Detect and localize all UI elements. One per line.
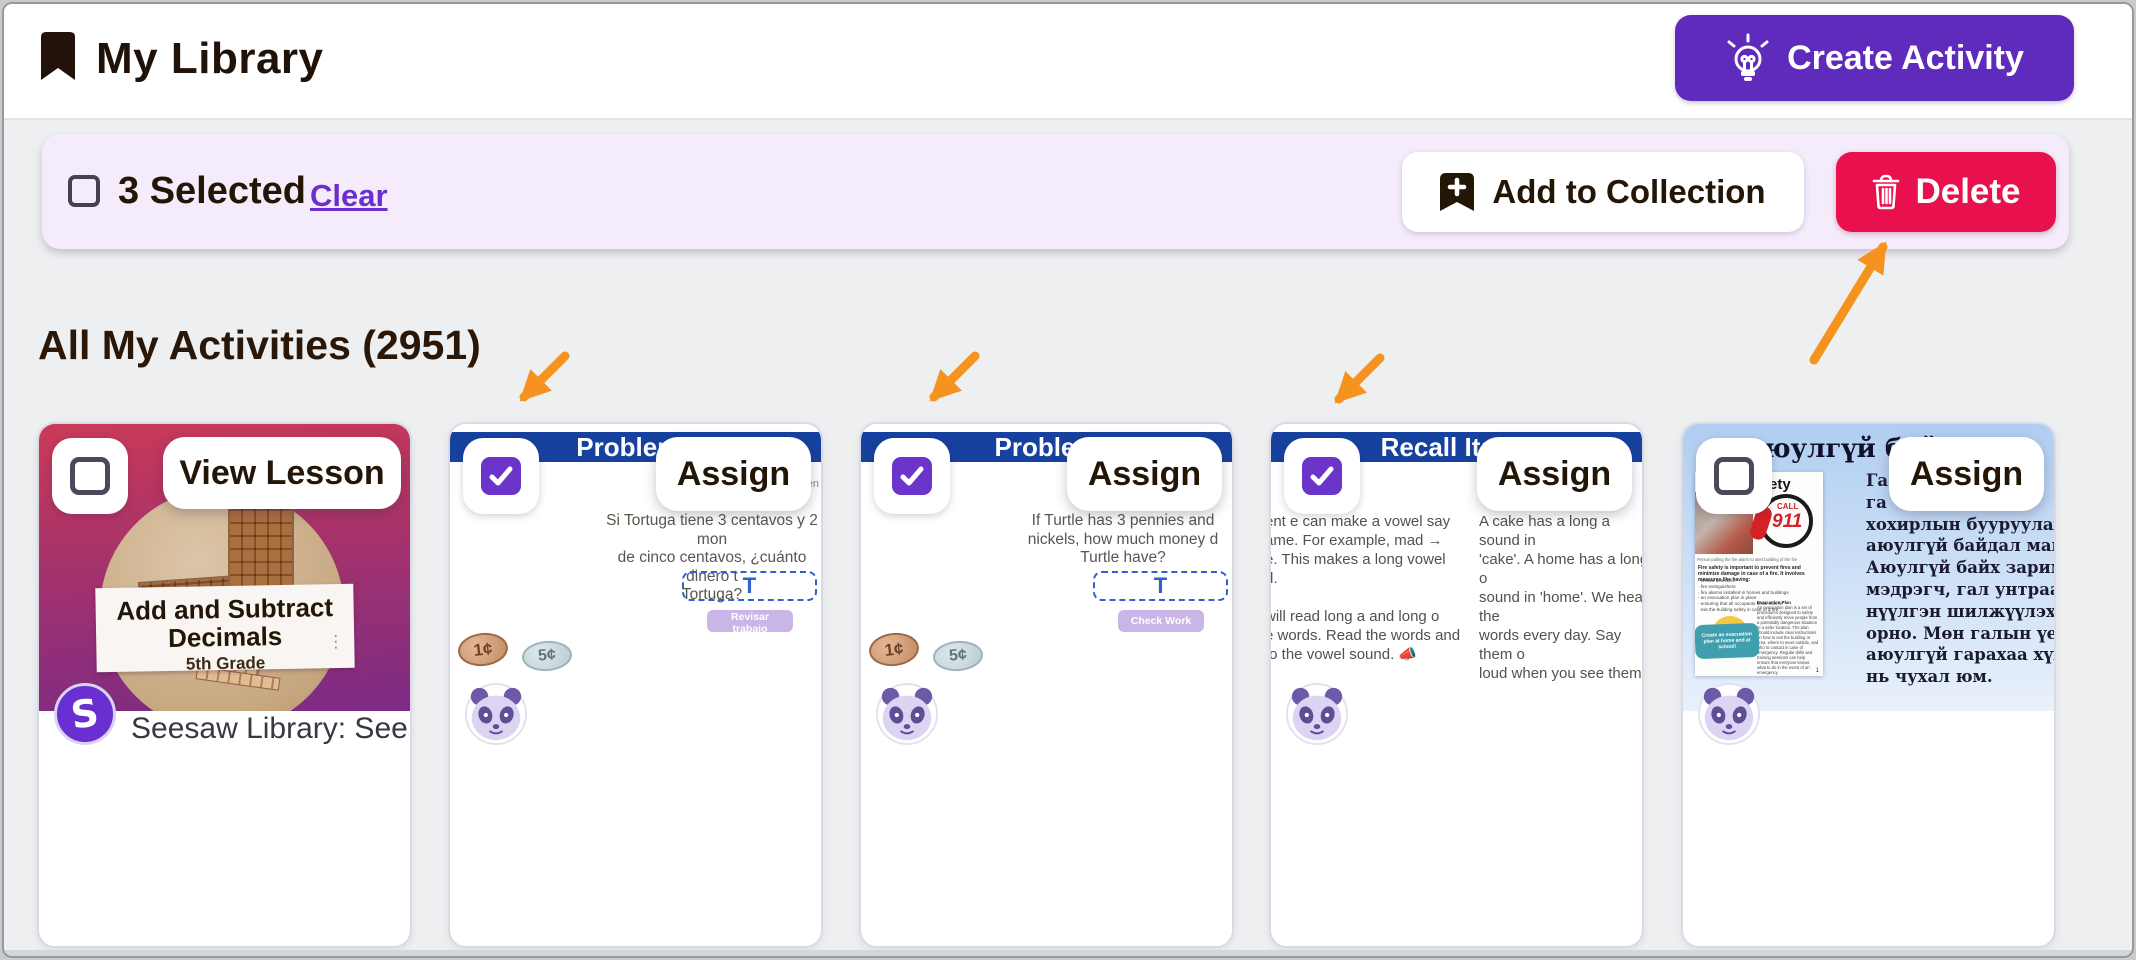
card-checkbox[interactable]: [874, 438, 950, 514]
add-to-collection-label: Add to Collection: [1492, 173, 1766, 210]
teacher-avatar-panda: [465, 683, 527, 745]
card-meta: Ms. Abby Contar dinero con monedas (Coun…: [450, 711, 821, 946]
poster-evacuation-plan: Evacuation Plan An evacuation plan is a …: [1757, 600, 1819, 675]
card-meta: Ms. Abby Counting Money with Coins Asses…: [861, 711, 1232, 946]
selection-bar: 3 Selected Clear Add to Collection: [42, 134, 2069, 249]
checkbox-unchecked: [70, 457, 110, 495]
slide-body-text: Га лэ га шгү хохирлын бууруулахын тулд г…: [1866, 471, 2054, 687]
teacher-avatar-panda: [876, 683, 938, 745]
penny-coin: 1¢: [456, 630, 510, 669]
card-checkbox[interactable]: [1284, 438, 1360, 514]
view-lesson-button[interactable]: View Lesson: [163, 437, 401, 509]
assign-button[interactable]: Assign: [1889, 437, 2044, 511]
evacuation-plan-text: An evacuation plan is a set of procedure…: [1757, 605, 1819, 675]
answer-box: T: [1093, 571, 1228, 601]
preview-banner: Add and Subtract Decimals 5th Grade ⋮: [95, 583, 355, 674]
call-number: 911: [1772, 511, 1803, 532]
bookmark-icon: [40, 30, 76, 82]
slide-question-text: Si Tortuga tiene 3 centavos y 2 mon de c…: [606, 512, 818, 603]
create-activity-button[interactable]: Create Activity: [1675, 15, 2074, 101]
activity-card[interactable]: аюулгүй байдлын Га лэ га шгү хохирлын бу…: [1681, 422, 2056, 948]
banner-title-line1: Add and Subtract: [116, 592, 334, 626]
lightbulb-icon: [1725, 32, 1771, 84]
callout-bubble: Create an evacuation plan at home and at…: [1695, 622, 1760, 660]
checkbox-checked: [892, 457, 932, 495]
arrow-to-card4-checkbox: [1334, 353, 1385, 404]
activity-card[interactable]: Recall It: VC ent e can make a vowel say…: [1269, 422, 1644, 948]
nickel-coin: 5¢: [521, 639, 573, 673]
checkbox-checked: [1302, 457, 1342, 495]
poster-title-fragment: ety: [1769, 476, 1791, 493]
teacher-avatar-panda: [1286, 683, 1348, 745]
penny-coin: 1¢: [867, 630, 921, 669]
penny-label: 1¢: [472, 638, 494, 660]
penny-label: 1¢: [883, 638, 905, 660]
checkbox-unchecked: [1714, 457, 1754, 495]
answer-box-label: T: [742, 573, 757, 598]
delete-button[interactable]: Delete: [1836, 152, 2056, 232]
card-checkbox[interactable]: [1696, 438, 1772, 514]
assign-button[interactable]: Assign: [656, 437, 811, 511]
nickel-label: 5¢: [948, 646, 968, 665]
poster-photo-caption: Person pulling the fire alarm to alert b…: [1697, 557, 1798, 562]
activity-card[interactable]: Add and Subtract Decimals 5th Grade ⋮ Ad…: [37, 422, 412, 948]
check-work-mini-button: Check Work: [1118, 610, 1204, 632]
selected-count: 3 Selected: [118, 170, 306, 212]
check-work-mini-button: Revisar trabajo: [707, 610, 793, 635]
nickel-label: 5¢: [537, 646, 557, 665]
add-to-collection-button[interactable]: Add to Collection: [1402, 152, 1804, 232]
nickel-coin: 5¢: [932, 639, 984, 673]
checkbox-checked: [481, 457, 521, 495]
card-meta: Ms. Abby Галын аюулгүй байдлын... Assess…: [1683, 711, 2054, 946]
card-meta: Ms. Abby Long a and Long o CVCe Practice…: [1271, 711, 1642, 946]
teacher-avatar-panda: [1698, 683, 1760, 745]
call-label: CALL: [1777, 502, 1799, 511]
card-checkbox[interactable]: [52, 438, 128, 514]
app-header: My Library: [4, 4, 2132, 120]
card-checkbox[interactable]: [463, 438, 539, 514]
evacuation-plan-title: Evacuation Plan: [1757, 600, 1791, 605]
delete-label: Delete: [1915, 172, 2021, 211]
card-source: Seesaw Library: Seesa...: [131, 712, 409, 745]
horizontal-scrollbar-track[interactable]: [4, 950, 2132, 956]
poster-bullet-list: - smoke detectors - fire extinguishers -…: [1698, 578, 1789, 612]
arrow-to-card3-checkbox: [929, 351, 980, 402]
kebab-dots-icon: ⋮: [327, 631, 345, 652]
slide-question-text: If Turtle has 3 pennies and nickels, how…: [1027, 512, 1219, 566]
select-all-checkbox[interactable]: [68, 175, 100, 207]
arrow-to-delete-button: [1809, 241, 1888, 365]
banner-title-line2: Decimals: [167, 621, 283, 653]
card-meta: Add and Subtract Decimals:...: [39, 711, 410, 946]
trash-icon: [1871, 173, 1901, 211]
slide-column-left: ent e can make a vowel say ame. For exam…: [1271, 513, 1461, 663]
assign-button[interactable]: Assign: [1477, 437, 1632, 511]
page-title: My Library: [96, 34, 324, 83]
slide-column-right: A cake has a long a sound in 'cake'. A h…: [1479, 513, 1642, 682]
poster-page-number: 1: [1815, 668, 1819, 674]
bookmark-plus-icon: [1440, 171, 1475, 213]
answer-box-label: T: [1153, 573, 1168, 598]
section-heading: All My Activities (2951): [38, 322, 481, 368]
seesaw-s-glyph: S: [68, 690, 102, 738]
activity-card[interactable]: Problema Si Tortuga tiene 3 centavos y 2…: [448, 422, 823, 948]
poster-heading: Fire safety is important to prevent fire…: [1698, 565, 1805, 583]
assign-button[interactable]: Assign: [1067, 437, 1222, 511]
answer-box: T: [682, 571, 817, 601]
arrow-to-card2-checkbox: [519, 351, 570, 402]
clear-selection-link[interactable]: Clear: [310, 178, 388, 213]
create-activity-label: Create Activity: [1787, 38, 2024, 77]
activity-card[interactable]: Problem If Turtle has 3 pennies and nick…: [859, 422, 1234, 948]
seesaw-library-avatar: S: [54, 683, 116, 745]
